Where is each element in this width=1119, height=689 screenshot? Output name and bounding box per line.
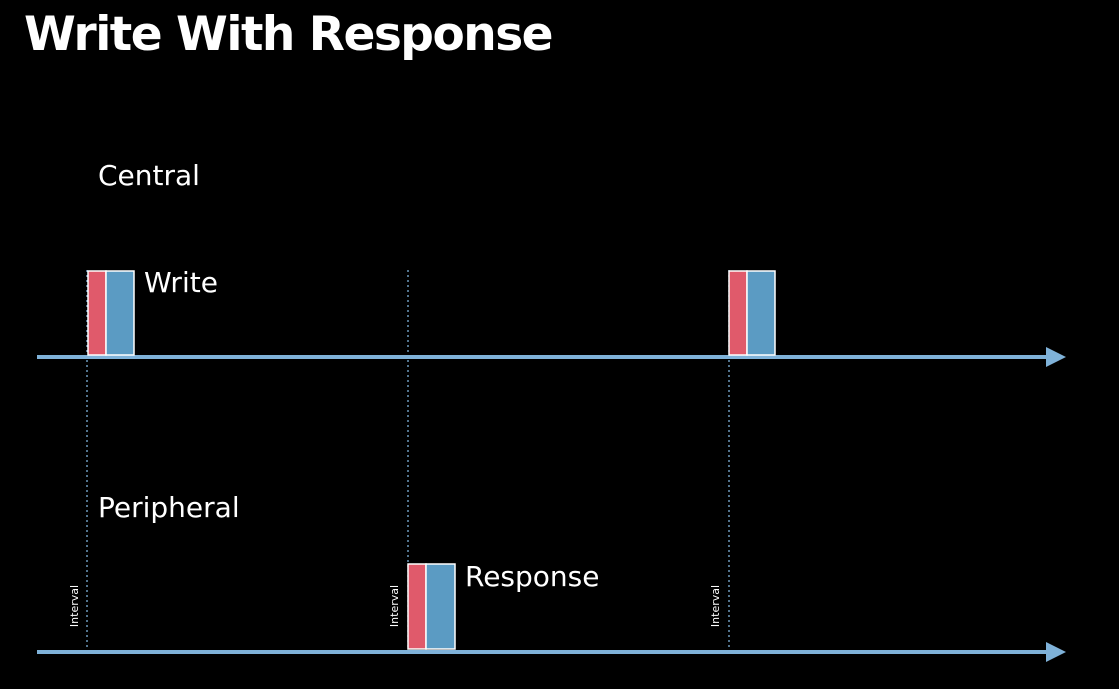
packet-body: [425, 563, 456, 650]
interval-label-1: Interval: [68, 585, 81, 627]
write-packet-1: [87, 270, 135, 356]
packet-header: [407, 563, 427, 650]
packet-body: [746, 270, 776, 356]
central-timeline: [37, 347, 1066, 367]
packet-header: [728, 270, 748, 356]
packet-header: [87, 270, 107, 356]
response-label: Response: [465, 560, 600, 593]
peripheral-timeline-arrowhead: [1046, 642, 1066, 662]
interval-label-2: Interval: [388, 585, 401, 627]
write-label: Write: [144, 266, 218, 299]
interval-label-3: Interval: [709, 585, 722, 627]
central-label: Central: [98, 159, 200, 192]
slide-title: Write With Response: [24, 7, 554, 62]
peripheral-label: Peripheral: [98, 491, 240, 524]
write-packet-2: [728, 270, 776, 356]
packet-body: [105, 270, 135, 356]
peripheral-timeline: [37, 642, 1066, 662]
central-timeline-arrowhead: [1046, 347, 1066, 367]
response-packet: [407, 563, 456, 650]
